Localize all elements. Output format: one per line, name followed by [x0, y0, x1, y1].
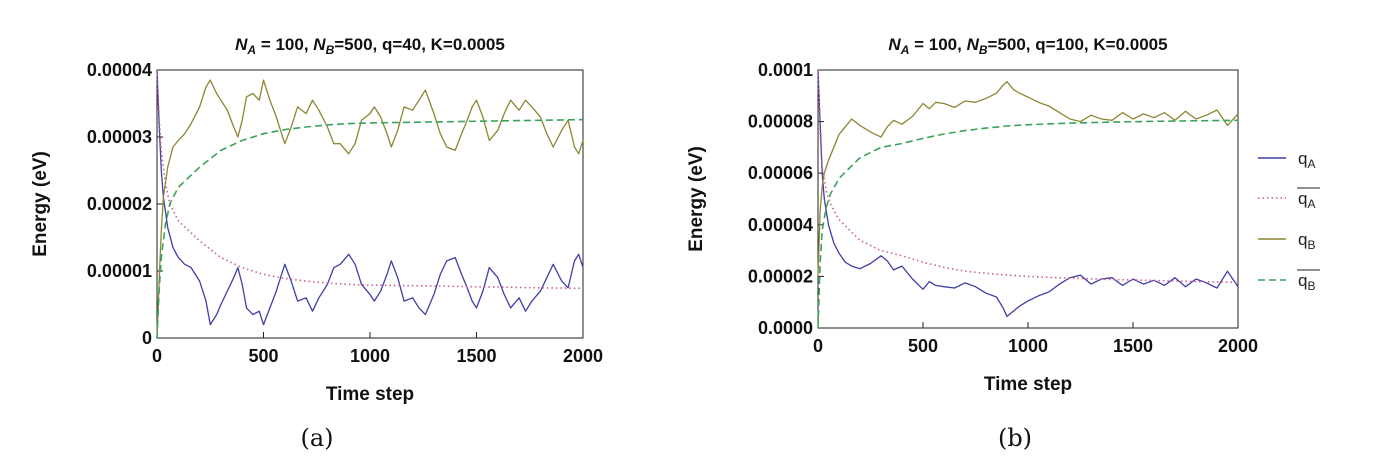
panel-b-series-qB-avg [817, 119, 1239, 329]
legend-item-qB: qB [1258, 230, 1315, 252]
panel-b-x-axis-title: Time step [984, 374, 1072, 395]
panel-a-y-tick-label: 0 [142, 328, 152, 348]
panel-a-series-qB [156, 79, 584, 339]
panel-a-x-axis-title: Time step [326, 384, 414, 405]
panel-a-caption: (a) [300, 424, 333, 452]
legend-item-qA: qA [1258, 149, 1315, 171]
panel-b-x-tick-label: 500 [908, 336, 938, 356]
panel-a-y-ticks: 0 0.00001 0.00002 0.00003 0.00004 [87, 60, 163, 348]
panel-a-y-tick-label: 0.00001 [87, 261, 152, 281]
panel-a-x-tick-label: 1500 [456, 346, 496, 366]
panel-b-series-qB [817, 80, 1239, 277]
panel-a-x-tick-label: 2000 [563, 346, 603, 366]
panel-a-series-qA [156, 69, 584, 326]
panel-a-y-tick-label: 0.00002 [87, 194, 152, 214]
legend-label-qB: qB [1298, 230, 1315, 252]
panel-a-chart: NA = 100, NB=500, q=40, K=0.0005 0 0.0000… [30, 35, 603, 452]
panel-a-y-tick-label: 0.00003 [87, 127, 152, 147]
panel-b-x-tick-label: 2000 [1218, 336, 1258, 356]
panel-b-y-axis-title: Energy (eV) [686, 146, 707, 252]
panel-b-plot-frame [817, 69, 1239, 329]
panel-b-title: NA = 100, NB=500, q=100, K=0.0005 [888, 35, 1167, 57]
panel-b-x-tick-label: 0 [813, 336, 823, 356]
panel-b-y-tick-label: 0.00008 [748, 112, 813, 132]
panel-b-series-qA [817, 69, 1239, 318]
panel-a-x-tick-label: 500 [248, 346, 278, 366]
panel-b-x-tick-label: 1500 [1113, 336, 1153, 356]
panel-a-series [156, 69, 584, 339]
legend-label-qA: qA [1298, 149, 1315, 171]
panel-b-x-ticks: 0 500 1000 1500 2000 [813, 322, 1258, 356]
panel-a-x-tick-label: 1000 [350, 346, 390, 366]
panel-b-caption: (b) [998, 424, 1032, 452]
panel-b-chart: NA = 100, NB=500, q=100, K=0.0005 0.0000… [686, 35, 1258, 452]
panel-b-y-ticks: 0.0000 0.00002 0.00004 0.00006 0.00008 0.0001 [748, 60, 824, 338]
panel-a-x-tick-label: 0 [152, 346, 162, 366]
panel-a-y-tick-label: 0.00004 [87, 60, 152, 80]
panel-b-series [817, 69, 1239, 329]
legend-item-qB-avg: qB [1258, 269, 1320, 293]
panel-a-title: NA = 100, NB=500, q=40, K=0.0005 [235, 35, 505, 57]
panel-a-series-qB-avg [156, 118, 584, 339]
legend-label-qA-avg: qA [1298, 189, 1315, 211]
legend-item-qA-avg: qA [1258, 187, 1320, 211]
legend: qA qA qB qB [1258, 149, 1320, 293]
legend-label-qB-avg: qB [1298, 271, 1315, 293]
panel-a-y-axis-title: Energy (eV) [30, 151, 51, 257]
panel-b-y-tick-label: 0.0001 [758, 60, 813, 80]
panel-b-y-tick-label: 0.00002 [748, 266, 813, 286]
panel-a-series-qA-avg [156, 69, 584, 290]
panel-b-y-tick-label: 0.00004 [748, 215, 813, 235]
panel-a-x-ticks: 0 500 1000 1500 2000 [152, 332, 603, 366]
panel-b-series-qA-avg [817, 69, 1239, 284]
panel-b-y-tick-label: 0.00006 [748, 163, 813, 183]
panel-b-x-tick-label: 1000 [1008, 336, 1048, 356]
panel-b-y-tick-label: 0.0000 [758, 318, 813, 338]
